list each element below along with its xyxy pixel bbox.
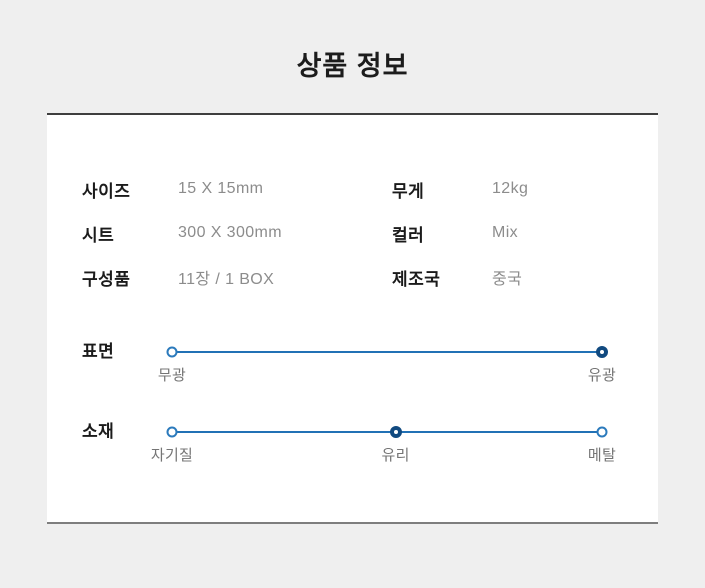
spec-row-color: 컬러 Mix (392, 223, 658, 245)
slider-point-label-matte: 무광 (157, 367, 187, 384)
spec-label-color: 컬러 (392, 225, 425, 245)
spec-label-origin: 제조국 (392, 269, 441, 289)
slider-point-porcelain-icon (166, 426, 178, 438)
slider-point-label-metal: 메탈 (587, 447, 617, 464)
spec-value-weight: 12kg (492, 180, 529, 197)
slider-point-matte-icon (166, 346, 178, 358)
spec-column-left: 사이즈 15 X 15mm 시트 300 X 300mm 구성품 11장 / 1… (82, 179, 392, 289)
slider-row-material: 소재 자기질 유리 메탈 (47, 422, 658, 466)
slider-point-label-glossy: 유광 (587, 367, 617, 384)
spec-row-weight: 무게 12kg (392, 179, 658, 201)
spec-value-origin: 중국 (492, 271, 523, 288)
spec-value-color: Mix (492, 224, 519, 241)
spec-value-size: 15 X 15mm (178, 180, 264, 197)
slider-point-label-glass: 유리 (381, 447, 410, 464)
slider-point-glass-icon (389, 426, 402, 438)
slider-label-surface: 표면 (82, 342, 115, 361)
slider-track-line (172, 351, 602, 353)
page-title: 상품 정보 (296, 51, 409, 81)
spec-grid: 사이즈 15 X 15mm 시트 300 X 300mm 구성품 11장 / 1… (47, 179, 658, 289)
spec-label-weight: 무게 (392, 181, 425, 201)
slider-point-metal-icon (596, 426, 608, 438)
spec-row-size: 사이즈 15 X 15mm (82, 179, 392, 201)
slider-label-material: 소재 (82, 422, 115, 441)
slider-point-glossy-icon (596, 346, 608, 358)
slider-point-label-porcelain: 자기질 (150, 447, 194, 464)
slider-row-surface: 표면 무광 유광 (47, 342, 658, 386)
spec-label-size: 사이즈 (82, 181, 131, 201)
product-info-card: 사이즈 15 X 15mm 시트 300 X 300mm 구성품 11장 / 1… (47, 113, 658, 524)
spec-value-contents: 11장 / 1 BOX (178, 271, 275, 288)
slider-track-surface: 무광 유광 (158, 342, 616, 386)
spec-row-origin: 제조국 중국 (392, 267, 658, 289)
spec-label-sheet: 시트 (82, 225, 115, 245)
spec-column-right: 무게 12kg 컬러 Mix 제조국 중국 (392, 179, 658, 289)
slider-track-material: 자기질 유리 메탈 (151, 422, 616, 466)
slider-track-line (172, 431, 602, 433)
spec-row-sheet: 시트 300 X 300mm (82, 223, 392, 245)
spec-label-contents: 구성품 (82, 269, 131, 289)
spec-value-sheet: 300 X 300mm (178, 224, 283, 241)
spec-row-contents: 구성품 11장 / 1 BOX (82, 267, 392, 289)
